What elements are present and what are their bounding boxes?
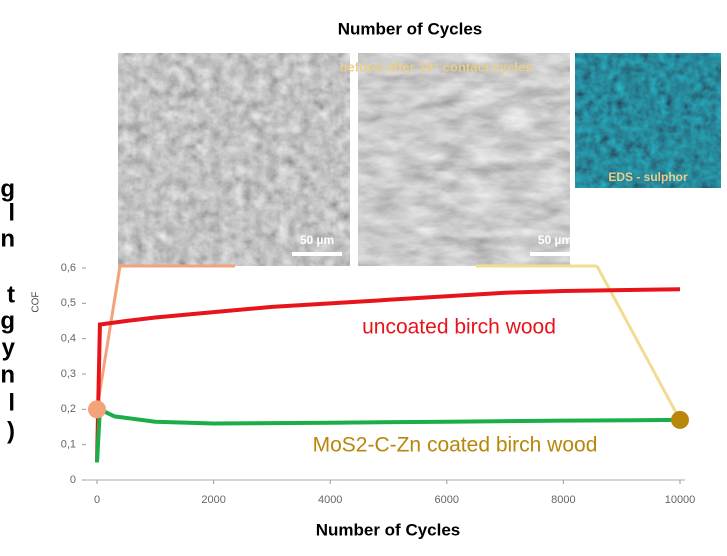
cut-text: n xyxy=(0,225,15,252)
scale-bar xyxy=(530,252,580,256)
scale-bar xyxy=(292,252,342,256)
scale-bar-label: 50 µm xyxy=(538,233,572,247)
inset-caption: before/ after 10⁴ contact cycles xyxy=(340,59,533,74)
cut-text: y xyxy=(2,334,16,361)
marker xyxy=(88,400,106,419)
eds-label: EDS - sulphor xyxy=(608,170,688,184)
y-tick-label: 0,5 xyxy=(61,297,76,309)
marker xyxy=(671,410,689,429)
sem-image-after xyxy=(358,53,570,266)
sem-image-before xyxy=(118,53,350,266)
cut-text: t xyxy=(7,281,15,308)
cut-text: g xyxy=(0,175,15,202)
cut-text: l xyxy=(8,389,15,416)
cut-text: ) xyxy=(7,417,15,444)
y-tick-label: 0,6 xyxy=(61,262,76,274)
scale-bar-label: 50 µm xyxy=(300,233,334,247)
top-title: Number of Cycles xyxy=(338,19,483,38)
y-tick-label: 0 xyxy=(70,474,76,486)
y-tick-label: 0,1 xyxy=(61,439,76,451)
x-tick-label: 0 xyxy=(94,494,100,506)
series-label: MoS2-C-Zn coated birch wood xyxy=(313,434,598,457)
cut-text: l xyxy=(8,199,15,226)
x-tick-label: 10000 xyxy=(665,494,696,506)
x-tick-label: 8000 xyxy=(551,494,575,506)
x-tick-label: 4000 xyxy=(318,494,342,506)
cut-text: n xyxy=(0,361,15,388)
x-tick-label: 2000 xyxy=(201,494,225,506)
y-tick-label: 0,3 xyxy=(61,368,76,380)
y-tick-label: 0,2 xyxy=(61,403,76,415)
series-label: uncoated birch wood xyxy=(362,316,556,339)
y-tick-label: 0,4 xyxy=(61,333,76,345)
eds-image xyxy=(575,53,721,188)
connector xyxy=(95,265,122,410)
y-axis-label: COF xyxy=(31,291,42,312)
line-series xyxy=(95,287,681,463)
cut-text: g xyxy=(0,307,15,334)
x-axis-label: Number of Cycles xyxy=(316,520,461,539)
x-tick-label: 6000 xyxy=(435,494,459,506)
